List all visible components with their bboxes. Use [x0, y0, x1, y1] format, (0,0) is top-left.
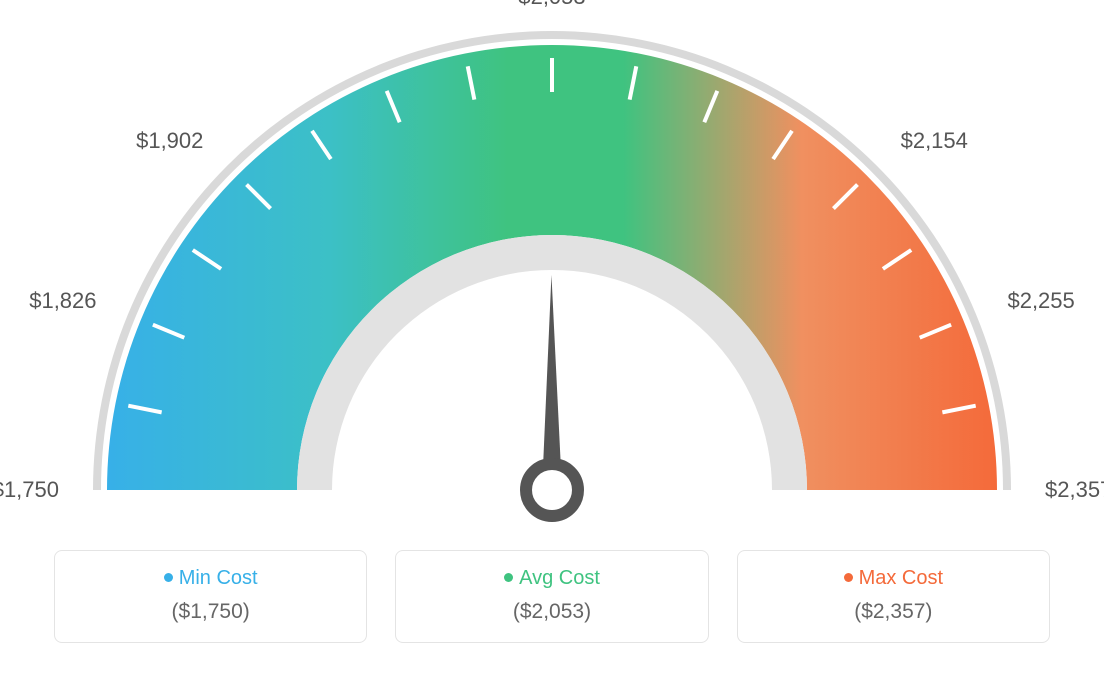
legend-title-max: Max Cost [748, 567, 1039, 590]
legend-label-avg: Avg Cost [519, 567, 600, 589]
legend-dot-max-icon [844, 573, 853, 582]
scale-label: $2,357 [1045, 477, 1104, 503]
scale-label: $2,255 [1007, 288, 1074, 314]
scale-label: $2,053 [518, 0, 585, 10]
scale-label: $2,154 [901, 128, 968, 154]
legend-dot-avg-icon [504, 573, 513, 582]
legend-value-avg: ($2,053) [406, 600, 697, 624]
legend-label-min: Min Cost [179, 567, 258, 589]
legend-dot-min-icon [164, 573, 173, 582]
legend-card-min: Min Cost ($1,750) [54, 550, 367, 643]
legend-title-avg: Avg Cost [406, 567, 697, 590]
scale-label: $1,750 [0, 477, 59, 503]
legend-label-max: Max Cost [859, 567, 943, 589]
legend-title-min: Min Cost [65, 567, 356, 590]
gauge-svg [0, 0, 1104, 540]
legend-value-min: ($1,750) [65, 600, 356, 624]
legend-row: Min Cost ($1,750) Avg Cost ($2,053) Max … [0, 550, 1104, 643]
gauge-chart: $1,750 $1,826 $1,902 $2,053 $2,154 $2,255 $2,3… [0, 0, 1104, 540]
legend-value-max: ($2,357) [748, 600, 1039, 624]
legend-card-max: Max Cost ($2,357) [737, 550, 1050, 643]
scale-label: $1,902 [136, 128, 203, 154]
legend-card-avg: Avg Cost ($2,053) [395, 550, 708, 643]
scale-label: $1,826 [29, 288, 96, 314]
